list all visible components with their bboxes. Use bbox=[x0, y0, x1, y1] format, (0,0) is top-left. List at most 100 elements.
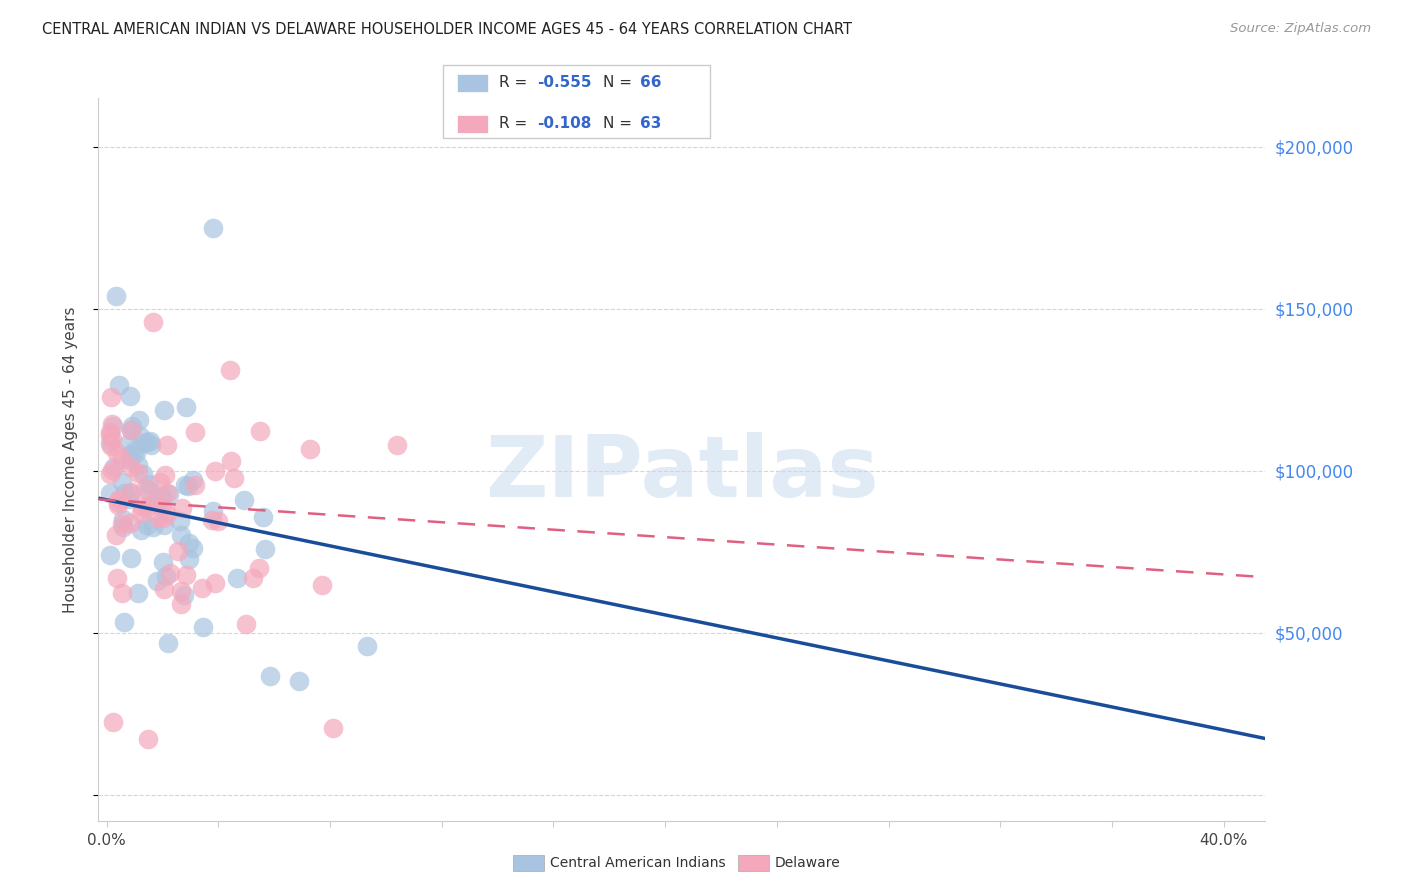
Point bbox=[146, 511, 169, 525]
Point bbox=[114, 486, 136, 500]
Point bbox=[138, 477, 160, 491]
Point bbox=[135, 500, 157, 515]
Point bbox=[155, 468, 177, 483]
Point bbox=[107, 495, 129, 509]
Point bbox=[148, 475, 170, 490]
Point bbox=[152, 555, 174, 569]
Point bbox=[145, 574, 167, 588]
Point bbox=[127, 466, 149, 480]
Point bbox=[181, 473, 204, 487]
Point bbox=[100, 417, 122, 431]
Point bbox=[200, 513, 222, 527]
Point bbox=[153, 517, 176, 532]
Point bbox=[207, 514, 229, 528]
Point bbox=[169, 514, 191, 528]
Text: R =: R = bbox=[499, 117, 533, 131]
Point bbox=[173, 588, 195, 602]
Point bbox=[235, 617, 257, 632]
Point bbox=[105, 289, 128, 303]
Point bbox=[166, 544, 188, 558]
Point bbox=[131, 500, 153, 514]
Point bbox=[142, 316, 165, 330]
Point bbox=[111, 452, 134, 467]
Text: Source: ZipAtlas.com: Source: ZipAtlas.com bbox=[1230, 22, 1371, 36]
Point bbox=[120, 486, 142, 500]
Point bbox=[121, 485, 143, 500]
Point bbox=[170, 528, 193, 542]
Text: N =: N = bbox=[603, 76, 637, 90]
Point bbox=[105, 446, 128, 460]
Point bbox=[134, 482, 156, 496]
Point bbox=[111, 475, 134, 490]
Text: Central American Indians: Central American Indians bbox=[550, 855, 725, 870]
Point bbox=[249, 425, 271, 439]
Point bbox=[138, 484, 160, 499]
Point bbox=[233, 493, 256, 508]
Point bbox=[129, 429, 152, 443]
Point bbox=[129, 523, 152, 537]
Point bbox=[169, 584, 191, 599]
Point bbox=[156, 508, 179, 522]
Point bbox=[111, 519, 134, 533]
Point bbox=[100, 427, 122, 442]
Point bbox=[100, 486, 122, 500]
Point bbox=[201, 220, 224, 235]
Point bbox=[259, 669, 281, 683]
Point bbox=[120, 389, 142, 403]
Point bbox=[156, 485, 179, 500]
Point bbox=[120, 423, 142, 437]
Point bbox=[174, 400, 197, 414]
Point bbox=[117, 437, 139, 451]
Point bbox=[219, 363, 242, 377]
Point bbox=[219, 453, 242, 467]
Point bbox=[111, 512, 134, 526]
Point bbox=[152, 403, 174, 417]
Point bbox=[132, 467, 155, 481]
Point bbox=[153, 582, 176, 597]
Point bbox=[124, 444, 146, 458]
Point bbox=[118, 453, 141, 467]
Point bbox=[107, 499, 129, 513]
Point bbox=[112, 615, 135, 629]
Point bbox=[253, 542, 276, 557]
Point bbox=[100, 432, 122, 446]
Point bbox=[98, 425, 121, 440]
Point bbox=[121, 419, 143, 434]
Point bbox=[100, 390, 122, 404]
Point bbox=[184, 425, 207, 440]
Point bbox=[191, 620, 214, 634]
Point bbox=[155, 568, 177, 582]
Text: CENTRAL AMERICAN INDIAN VS DELAWARE HOUSEHOLDER INCOME AGES 45 - 64 YEARS CORREL: CENTRAL AMERICAN INDIAN VS DELAWARE HOUS… bbox=[42, 22, 852, 37]
Y-axis label: Householder Income Ages 45 - 64 years: Householder Income Ages 45 - 64 years bbox=[63, 306, 77, 613]
Point bbox=[201, 504, 224, 518]
Point bbox=[249, 560, 271, 574]
Point bbox=[103, 460, 125, 475]
Point bbox=[120, 551, 142, 566]
Point bbox=[322, 721, 344, 735]
Text: R =: R = bbox=[499, 76, 533, 90]
Point bbox=[288, 673, 311, 688]
Text: -0.555: -0.555 bbox=[537, 76, 592, 90]
Point bbox=[174, 568, 197, 582]
Point bbox=[136, 434, 159, 449]
Point bbox=[159, 566, 181, 580]
Point bbox=[139, 438, 162, 452]
Point bbox=[100, 463, 122, 477]
Point bbox=[136, 732, 159, 747]
Point bbox=[191, 582, 214, 596]
Text: 63: 63 bbox=[640, 117, 661, 131]
Point bbox=[142, 520, 165, 534]
Point bbox=[184, 478, 207, 492]
Point bbox=[157, 487, 180, 501]
Point bbox=[152, 511, 174, 525]
Point bbox=[138, 434, 160, 448]
Point bbox=[146, 497, 169, 511]
Point bbox=[118, 448, 141, 462]
Point bbox=[98, 435, 121, 450]
Point bbox=[118, 516, 141, 530]
Point bbox=[385, 438, 408, 452]
Point bbox=[177, 551, 200, 566]
Point bbox=[107, 378, 129, 392]
Point bbox=[120, 423, 142, 437]
Point bbox=[252, 510, 274, 524]
